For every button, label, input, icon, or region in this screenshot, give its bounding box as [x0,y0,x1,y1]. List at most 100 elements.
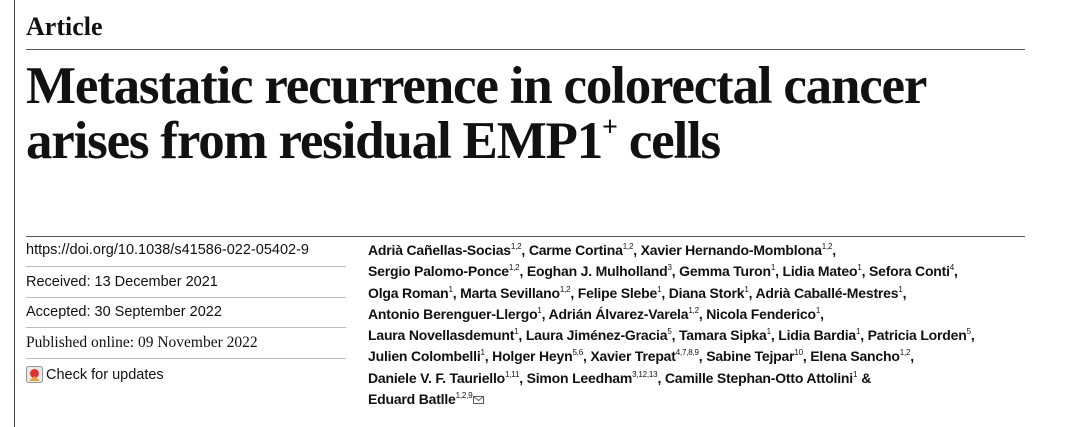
author[interactable]: Carme Cortina1,2 [529,242,634,258]
separator: , [775,263,779,280]
author[interactable]: Simon Leedham3,12,13 [527,370,658,386]
separator: , [521,242,526,258]
affiliation: 1,2 [688,305,699,315]
affiliation: 1,2 [899,348,911,358]
author-name: Camille Stephan-Otto Attolini [664,369,853,386]
affiliation: 5,6 [572,348,583,358]
author[interactable]: Eoghan J. Mulholland3 [527,263,672,279]
author[interactable]: Daniele V. F. Tauriello1,11 [368,370,519,386]
separator [26,297,346,298]
rule [26,236,1025,237]
author-name: Sefora Conti [868,263,950,280]
affiliation: 3,12,13 [632,369,658,379]
author-line: Olga Roman1, Marta Sevillano1,2, Felipe … [368,283,975,304]
author[interactable]: Nicola Fenderico1 [706,306,820,322]
affiliation: 1 [898,284,903,294]
check-updates-text: Check for updates [46,366,164,383]
affiliation: 1 [766,327,771,337]
author[interactable]: Laura Jiménez-Gracia5 [526,327,672,343]
affiliation: 1 [514,327,519,337]
affiliation: 1 [852,369,858,379]
author[interactable]: Julien Colombelli1 [368,348,485,364]
check-updates[interactable]: Check for updates [26,366,164,383]
affiliation: 10 [794,348,803,358]
author[interactable]: Laura Novellasdemunt1 [368,327,519,344]
separator: , [657,369,662,386]
separator: , [820,305,824,322]
affiliation: 1,2 [622,242,634,251]
author-name: Felipe Slebe [577,284,658,301]
affiliation: 1 [657,284,662,294]
author-name: Xavier Hernando-Momblona [640,242,822,258]
author[interactable]: Antonio Berenguer-Llergo1 [368,306,542,322]
author[interactable]: Lidia Mateo1 [783,263,862,279]
author[interactable]: Adrià Caballé-Mestres1 [755,285,902,301]
separator: , [582,348,587,365]
author[interactable]: Marta Sevillano1,2 [460,285,570,301]
author-list: Adrià Cañellas-Socias1,2, Carme Cortina1… [368,240,975,410]
affiliation: 1 [815,305,821,315]
author-name: Patricia Lorden [867,327,967,344]
author-name: Simon Leedham [526,369,633,386]
author[interactable]: Gemma Turon1 [679,263,775,279]
separator: , [452,284,457,301]
author[interactable]: Lidia Bardia1 [778,327,860,343]
author[interactable]: Eduard Batlle1,2,9 [368,391,473,407]
separator: , [698,348,703,365]
affiliation: 1,2 [508,263,520,273]
author-line: Eduard Batlle1,2,9 [368,389,975,410]
margin-line [14,0,15,427]
author[interactable]: Xavier Hernando-Momblona1,2 [641,242,833,258]
separator: , [518,327,523,344]
published: Published online: 09 November 2022 [26,334,258,351]
author-name: Gemma Turon [679,263,771,280]
doi[interactable]: https://doi.org/10.1038/s41586-022-05402… [26,242,309,258]
section-label: Article [26,12,103,41]
separator: , [954,263,958,280]
separator: , [860,327,864,344]
separator: , [698,305,703,322]
accepted: Accepted: 30 September 2022 [26,304,222,320]
separator: , [861,263,866,280]
author-name: Laura Novellasdemunt [368,327,515,344]
author[interactable]: Adrià Cañellas-Socias1,2 [368,242,522,258]
affiliation: 5 [667,327,672,337]
title-line: arises from residual EMP1+ cells [26,112,721,170]
affiliation: 1 [537,305,542,315]
separator: , [902,284,907,301]
title-line: Metastatic recurrence in colorectal canc… [26,57,927,115]
author-line: Adrià Cañellas-Socias1,2, Carme Cortina1… [368,240,975,261]
author[interactable]: Camille Stephan-Otto Attolini1 [664,369,858,386]
separator: , [910,348,914,365]
title-text: arises from residual EMP1 [26,112,603,170]
author-name: Elena Sancho [810,348,900,365]
affiliation: 1,2 [510,242,522,251]
separator: , [519,369,523,386]
author[interactable]: Felipe Slebe1 [578,285,662,301]
affiliation: 1,2 [821,242,833,251]
author[interactable]: Sefora Conti4 [869,263,954,279]
author[interactable]: Patricia Lorden5 [868,327,971,343]
author-name: Lidia Bardia [778,327,856,344]
author-name: Adrià Caballé-Mestres [755,284,899,301]
separator [26,358,346,359]
author-name: Eoghan J. Mulholland [526,263,668,280]
author[interactable]: Elena Sancho1,2 [810,348,910,364]
author[interactable]: Adrián Álvarez-Varela1,2 [549,306,699,322]
affiliation: 1 [857,263,862,273]
separator: , [541,305,546,322]
author-name: Tamara Sipka [678,327,767,344]
affiliation: 1,2,9 [455,391,473,401]
author[interactable]: Tamara Sipka1 [679,327,771,343]
author[interactable]: Diana Stork1 [669,285,749,301]
author-line: Antonio Berenguer-Llergo1, Adrián Álvare… [368,304,975,325]
affiliation: 5 [966,327,971,337]
author[interactable]: Olga Roman1 [368,285,453,301]
author-name: Holger Heyn [492,348,573,365]
author[interactable]: Sergio Palomo-Ponce1,2 [368,263,520,279]
mail-icon[interactable] [473,396,485,404]
author[interactable]: Holger Heyn5,6 [492,348,583,364]
author[interactable]: Xavier Trepat4,7,8,9 [590,348,699,364]
author[interactable]: Sabine Tejpar10 [706,348,803,364]
